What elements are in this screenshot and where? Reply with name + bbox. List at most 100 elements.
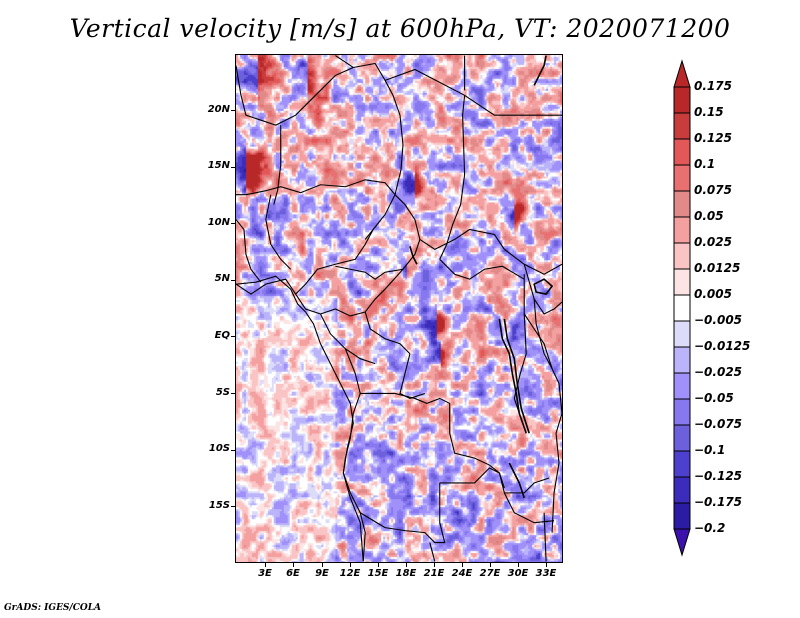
- y-tick-mark: [231, 336, 235, 337]
- y-tick-label: 15S: [208, 500, 230, 511]
- colorbar-tick-label: 0.125: [694, 131, 732, 145]
- x-tick-mark: [350, 563, 351, 567]
- colorbar-tick-label: 0.15: [694, 105, 724, 119]
- colorbar-swatch: [673, 138, 691, 166]
- y-tick-label: 20N: [207, 104, 230, 115]
- lake-outline: [409, 246, 418, 265]
- country-boundaries: [236, 55, 562, 562]
- colorbar-swatch: [673, 190, 691, 218]
- y-tick-label: 10S: [208, 443, 230, 454]
- x-tick-label: 3E: [258, 568, 272, 579]
- map-plot-area: [235, 54, 563, 563]
- x-tick-mark: [490, 563, 491, 567]
- colorbar-tick-label: −0.125: [694, 469, 743, 483]
- boundary-line: [236, 179, 396, 196]
- colorbar-swatch: [673, 242, 691, 270]
- boundary-line: [439, 467, 550, 494]
- lake-outline: [508, 462, 525, 499]
- boundary-line: [364, 311, 411, 355]
- x-tick-mark: [546, 563, 547, 567]
- y-tick-label: 5S: [215, 387, 230, 398]
- x-tick-mark: [265, 563, 266, 567]
- boundary-line: [429, 542, 436, 562]
- boundary-line: [319, 313, 376, 365]
- colorbar-tick-label: 0.0125: [694, 261, 741, 275]
- x-tick-mark: [434, 563, 435, 567]
- colorbar-swatch: [673, 320, 691, 348]
- x-tick-label: 6E: [286, 568, 300, 579]
- y-tick-label: 5N: [214, 273, 230, 284]
- lake-outline: [498, 318, 527, 434]
- x-tick-mark: [462, 563, 463, 567]
- colorbar-tick-label: −0.0125: [694, 339, 751, 353]
- boundary-line: [523, 264, 562, 315]
- boundary-line: [399, 353, 426, 400]
- colorbar-swatch: [673, 450, 691, 478]
- x-tick-label: 27E: [479, 568, 501, 579]
- x-tick-mark: [518, 563, 519, 567]
- boundary-line: [513, 274, 527, 414]
- y-tick-label: EQ: [214, 330, 230, 341]
- x-tick-label: 30E: [507, 568, 529, 579]
- footer-credit: GrADS: IGES/COLA: [4, 603, 102, 613]
- boundary-line: [364, 268, 404, 313]
- y-tick-mark: [231, 223, 235, 224]
- boundary-line: [543, 512, 547, 562]
- colorbar-tick-label: 0.075: [694, 183, 732, 197]
- colorbar-over-triangle: [673, 59, 691, 88]
- x-tick-mark: [322, 563, 323, 567]
- x-tick-label: 33E: [535, 568, 557, 579]
- y-tick-mark: [231, 167, 235, 168]
- colorbar-swatch: [673, 372, 691, 400]
- colorbar-swatch: [673, 346, 691, 374]
- colorbar-swatch: [673, 112, 691, 140]
- lake-outline: [533, 278, 554, 295]
- colorbar-swatch: [673, 268, 691, 296]
- x-tick-label: 18E: [395, 568, 417, 579]
- boundary-line: [295, 293, 366, 317]
- boundary-line: [335, 239, 421, 280]
- boundary-line: [384, 68, 562, 116]
- colorbar-tick-label: −0.2: [694, 521, 726, 535]
- colorbar-under-triangle: [673, 528, 691, 557]
- x-tick-mark: [378, 563, 379, 567]
- colorbar-tick-label: −0.005: [694, 313, 743, 327]
- boundary-line: [265, 194, 292, 270]
- x-tick-label: 15E: [367, 568, 389, 579]
- y-tick-mark: [231, 280, 235, 281]
- boundary-line: [523, 313, 562, 533]
- boundary-line: [236, 229, 374, 295]
- lake-outline: [533, 55, 547, 86]
- boundary-line: [439, 95, 466, 260]
- colorbar-tick-label: 0.175: [694, 79, 732, 93]
- y-tick-label: 10N: [207, 217, 230, 228]
- boundary-line: [360, 392, 505, 489]
- boundary-line: [236, 219, 262, 283]
- colorbar-swatch: [673, 424, 691, 452]
- x-tick-label: 9E: [315, 568, 329, 579]
- boundary-line: [273, 125, 282, 205]
- colorbar-swatch: [673, 294, 691, 322]
- colorbar-swatch: [673, 398, 691, 426]
- colorbar-tick-label: −0.175: [694, 495, 743, 509]
- chart-title: Vertical velocity [m/s] at 600hPa, VT: 2…: [69, 14, 731, 43]
- colorbar-swatch: [673, 86, 691, 114]
- colorbar-tick-label: 0.05: [694, 209, 724, 223]
- lake-outline: [503, 318, 530, 434]
- boundary-line: [335, 55, 404, 240]
- y-tick-mark: [231, 450, 235, 451]
- colorbar-swatch: [673, 502, 691, 530]
- x-tick-label: 24E: [451, 568, 473, 579]
- boundary-line: [533, 299, 553, 369]
- colorbar-tick-label: −0.05: [694, 391, 734, 405]
- y-tick-mark: [231, 506, 235, 507]
- colorbar-tick-label: 0.1: [694, 157, 716, 171]
- colorbar-tick-label: 0.025: [694, 235, 732, 249]
- x-tick-label: 12E: [339, 568, 361, 579]
- y-tick-label: 15N: [207, 160, 230, 171]
- colorbar-swatch: [673, 164, 691, 192]
- x-tick-mark: [293, 563, 294, 567]
- y-tick-mark: [231, 393, 235, 394]
- boundary-line: [236, 65, 354, 126]
- colorbar-tick-label: −0.1: [694, 443, 726, 457]
